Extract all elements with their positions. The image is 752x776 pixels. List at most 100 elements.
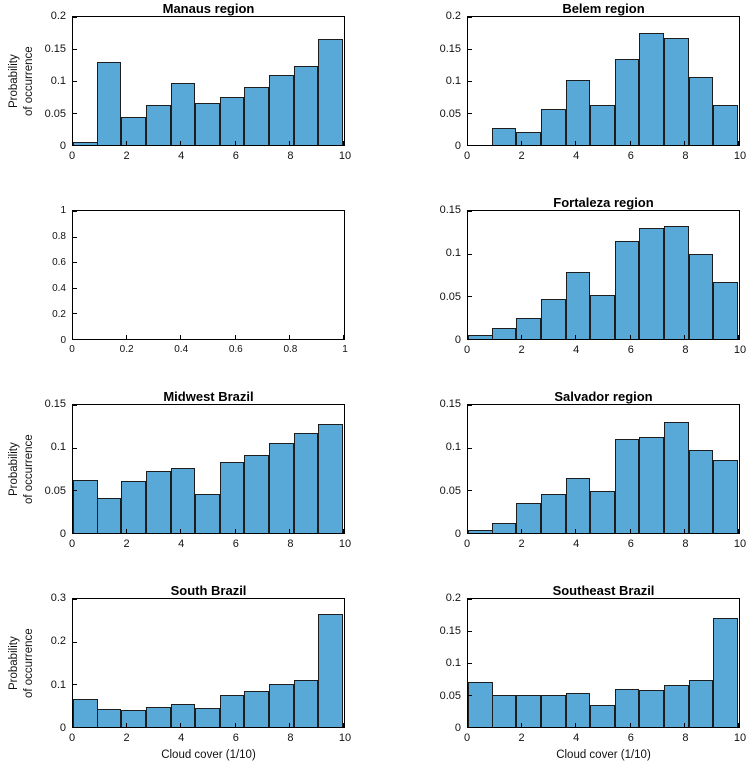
x-tick-label: 10 bbox=[733, 150, 747, 162]
y-tick-mark bbox=[468, 81, 472, 82]
histogram-bar bbox=[145, 470, 171, 533]
y-tick-label: 0.05 bbox=[439, 484, 461, 497]
histogram-bar bbox=[318, 423, 343, 533]
y-tick-label: 0 bbox=[59, 528, 66, 540]
x-tick-mark bbox=[521, 529, 523, 533]
chart-title: Fortaleza region bbox=[553, 195, 654, 210]
histogram-bar bbox=[318, 39, 343, 145]
x-tick-label: 4 bbox=[573, 150, 580, 162]
histogram-bar bbox=[269, 442, 294, 533]
x-tick-label: 4 bbox=[573, 344, 580, 356]
histogram-bar bbox=[590, 294, 615, 339]
y-tick-mark bbox=[468, 17, 472, 18]
x-tick-label: 8 bbox=[682, 150, 689, 162]
x-tick-label: 0 bbox=[463, 344, 471, 356]
histogram-bar bbox=[195, 103, 220, 145]
histogram-bar bbox=[713, 281, 738, 339]
histogram-bar bbox=[293, 433, 319, 533]
histogram-bar bbox=[688, 680, 714, 727]
histogram-bar bbox=[293, 680, 319, 727]
histogram-bar bbox=[590, 105, 615, 145]
x-tick-mark bbox=[575, 335, 577, 339]
x-tick-label: 6 bbox=[232, 538, 239, 550]
x-tick-label: 2 bbox=[123, 732, 130, 744]
x-tick-mark bbox=[234, 141, 236, 145]
x-tick-mark bbox=[234, 529, 236, 533]
y-tick-label: 0 bbox=[59, 722, 66, 734]
x-tick-label: 6 bbox=[232, 150, 239, 162]
x-tick-mark bbox=[629, 335, 631, 339]
histogram-bar bbox=[614, 58, 640, 145]
chart-midwest-brazil: Midwest Brazil Probability of occurrence 0… bbox=[0, 388, 376, 582]
x-tick-label: 2 bbox=[518, 732, 525, 744]
x-tick-mark bbox=[683, 141, 685, 145]
y-tick-mark bbox=[468, 447, 472, 449]
histogram-bar bbox=[219, 97, 245, 145]
y-axis-label: Probability of occurrence bbox=[8, 434, 35, 504]
x-tick-label: 0 bbox=[68, 538, 76, 550]
x-tick-mark bbox=[467, 335, 468, 339]
y-tick-mark bbox=[73, 339, 77, 340]
histogram-bar bbox=[491, 695, 517, 727]
x-tick-mark bbox=[738, 723, 739, 727]
plot-area bbox=[72, 404, 345, 534]
x-tick-label: 8 bbox=[682, 732, 689, 744]
y-tick-mark bbox=[73, 113, 77, 114]
plot-area bbox=[72, 16, 345, 146]
x-tick-label: 8 bbox=[287, 732, 294, 744]
y-tick-label: 0.4 bbox=[52, 283, 66, 294]
histogram-bar bbox=[145, 105, 171, 145]
y-tick-mark bbox=[73, 641, 77, 643]
histogram-bar bbox=[639, 436, 665, 533]
x-tick-mark bbox=[180, 723, 182, 727]
histogram-bar bbox=[244, 455, 270, 533]
histogram-bar bbox=[540, 493, 566, 533]
x-tick-mark bbox=[683, 335, 685, 339]
histogram-bar bbox=[96, 709, 122, 727]
x-tick-mark bbox=[288, 529, 290, 533]
y-tick-label: 1 bbox=[60, 205, 66, 216]
histogram-bar bbox=[664, 685, 689, 727]
y-tick-mark bbox=[73, 211, 77, 212]
y-tick-label: 0.2 bbox=[50, 10, 66, 22]
x-tick-mark bbox=[629, 723, 631, 727]
chart-title: Belem region bbox=[562, 1, 645, 16]
histogram-bar bbox=[565, 477, 591, 533]
y-tick-label: 0.8 bbox=[52, 231, 66, 242]
x-tick-mark bbox=[72, 723, 73, 727]
chart-title: Manaus region bbox=[162, 1, 255, 16]
histogram-bar bbox=[664, 422, 689, 533]
y-tick-mark bbox=[73, 405, 77, 406]
histogram-bar bbox=[565, 693, 591, 727]
histogram-bar bbox=[219, 695, 245, 727]
x-axis-label: Cloud cover (1/10) bbox=[161, 749, 256, 761]
histogram-bar bbox=[468, 682, 493, 727]
x-tick-mark bbox=[738, 335, 739, 339]
y-tick-label: 0.05 bbox=[439, 290, 461, 303]
histogram-bar bbox=[145, 707, 171, 727]
histogram-bar bbox=[293, 66, 319, 145]
histogram-bar bbox=[96, 61, 122, 145]
histogram-bar bbox=[713, 618, 738, 727]
x-tick-label: 2 bbox=[518, 150, 525, 162]
x-tick-mark bbox=[288, 141, 290, 145]
x-tick-mark bbox=[180, 529, 182, 533]
y-tick-mark bbox=[468, 211, 472, 212]
y-tick-label: 0.2 bbox=[445, 592, 461, 604]
y-tick-label: 0 bbox=[59, 140, 66, 152]
x-tick-label: 10 bbox=[733, 538, 747, 550]
histogram-bar bbox=[170, 468, 196, 533]
x-tick-mark bbox=[126, 335, 128, 339]
x-tick-label: 0 bbox=[463, 732, 471, 744]
y-tick-mark bbox=[73, 447, 77, 449]
x-tick-mark bbox=[467, 529, 468, 533]
y-tick-label: 0.2 bbox=[52, 309, 66, 320]
x-tick-label: 2 bbox=[518, 538, 525, 550]
y-tick-label: 0.15 bbox=[439, 624, 461, 637]
histogram-bar bbox=[170, 704, 196, 727]
y-tick-label: 0.05 bbox=[44, 107, 66, 120]
x-tick-label: 4 bbox=[178, 538, 185, 550]
histogram-bar bbox=[491, 327, 517, 339]
histogram-bar bbox=[540, 695, 566, 727]
